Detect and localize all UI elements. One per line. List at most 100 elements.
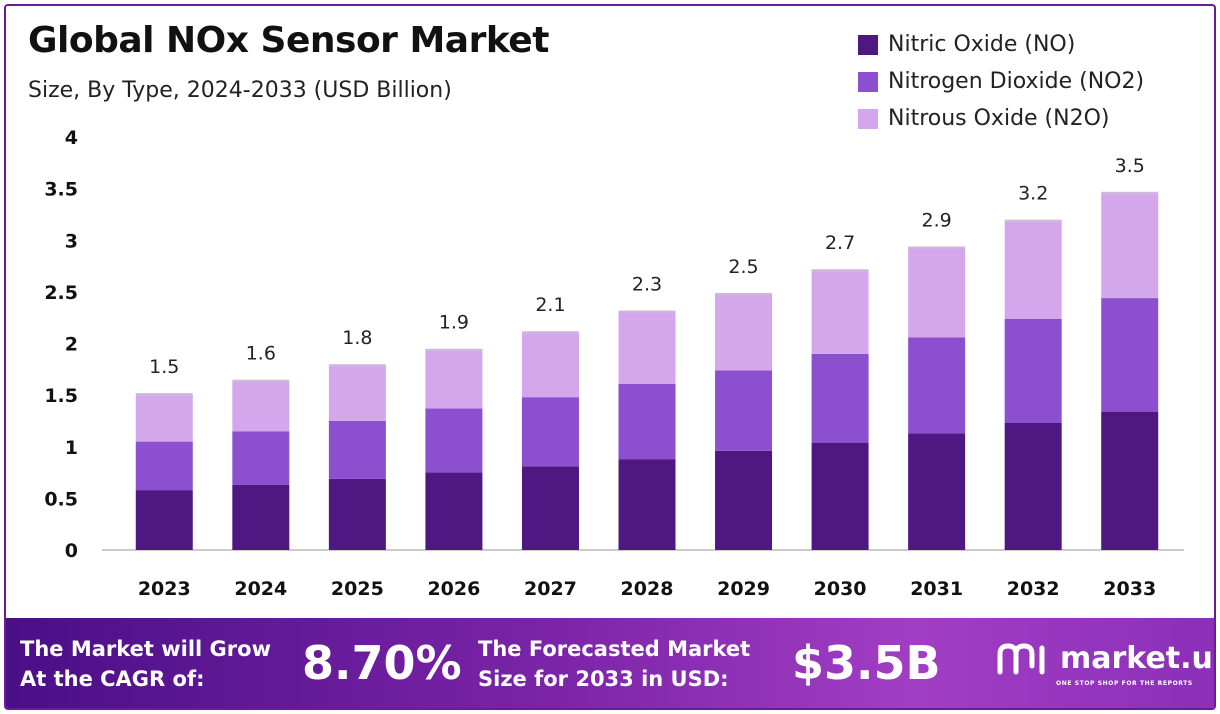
legend-item-no: Nitric Oxide (NO) <box>858 26 1144 63</box>
legend-swatch-n2o <box>858 108 878 129</box>
bar-segment-n2o <box>1004 221 1062 319</box>
bar-segment-no <box>521 466 579 550</box>
x-tick-label: 2030 <box>814 578 867 600</box>
x-tick-label: 2023 <box>138 578 191 600</box>
bar-total-label: 2.1 <box>535 294 565 316</box>
legend-item-no2: Nitrogen Dioxide (NO2) <box>858 63 1144 100</box>
bar-top-edge <box>425 348 483 351</box>
bar-segment-no2 <box>135 441 193 491</box>
legend: Nitric Oxide (NO) Nitrogen Dioxide (NO2)… <box>858 26 1144 137</box>
bar-segment-no <box>232 484 290 550</box>
chart-title: Global NOx Sensor Market <box>28 20 549 61</box>
bar-top-edge <box>1101 191 1159 194</box>
y-tick-label: 1.5 <box>44 385 78 407</box>
bar-total-label: 2.9 <box>922 210 952 232</box>
bar-segment-no <box>908 433 966 550</box>
bar-top-edge <box>811 269 869 272</box>
legend-item-n2o: Nitrous Oxide (N2O) <box>858 100 1144 137</box>
bar-segment-no <box>328 478 386 550</box>
y-tick-label: 3 <box>65 230 78 252</box>
bar-segment-no <box>1004 423 1062 550</box>
y-tick-label: 2.5 <box>44 282 78 304</box>
y-tick-label: 3.5 <box>44 179 78 201</box>
y-tick-label: 0.5 <box>44 488 78 510</box>
bar-segment-no2 <box>618 383 676 460</box>
bar-segment-no <box>135 490 193 550</box>
x-tick-label: 2029 <box>717 578 770 600</box>
bar-segment-no <box>1101 411 1159 550</box>
bar-segment-n2o <box>521 333 579 398</box>
bar-segment-no2 <box>715 370 773 451</box>
bar-segment-no2 <box>425 408 483 473</box>
bar-segment-no2 <box>521 397 579 467</box>
market-us-logo-icon <box>997 643 1045 675</box>
cagr-label: The Market will Grow At the CAGR of: <box>20 634 271 694</box>
bar-segment-n2o <box>1101 193 1159 299</box>
bar-top-edge <box>908 246 966 249</box>
legend-swatch-no <box>858 34 878 55</box>
x-tick-label: 2026 <box>427 578 480 600</box>
bar-segment-no <box>811 442 869 550</box>
bar-segment-n2o <box>811 271 869 354</box>
bar-segment-n2o <box>715 294 773 371</box>
x-tick-label: 2031 <box>910 578 963 600</box>
bar-segment-no <box>425 472 483 550</box>
forecast-value: $3.5B <box>792 636 941 690</box>
bar-segment-n2o <box>135 395 193 442</box>
bar-segment-n2o <box>908 248 966 338</box>
bar-top-edge <box>328 364 386 367</box>
bar-segment-no <box>715 450 773 550</box>
cagr-label-line1: The Market will Grow <box>20 637 271 661</box>
cagr-label-line2: At the CAGR of: <box>20 667 205 691</box>
forecast-label: The Forecasted Market Size for 2033 in U… <box>478 634 750 694</box>
bar-segment-no2 <box>232 431 290 485</box>
bar-total-label: 1.6 <box>246 343 276 365</box>
x-tick-label: 2032 <box>1007 578 1060 600</box>
bar-total-label: 1.9 <box>439 312 469 334</box>
bar-total-label: 2.7 <box>825 232 855 254</box>
bar-total-label: 2.5 <box>728 256 758 278</box>
forecast-label-line1: The Forecasted Market <box>478 637 751 661</box>
bar-segment-no2 <box>811 353 869 443</box>
bar-total-label: 2.3 <box>632 274 662 296</box>
bar-total-label: 3.2 <box>1018 183 1048 205</box>
bar-segment-no2 <box>328 420 386 479</box>
y-tick-label: 2 <box>65 334 78 356</box>
chart-subtitle: Size, By Type, 2024-2033 (USD Billion) <box>28 78 452 103</box>
bar-top-edge <box>135 393 193 396</box>
footer-banner: The Market will Grow At the CAGR of: 8.7… <box>6 618 1216 708</box>
brand-logo[interactable]: market.us <box>996 640 1216 676</box>
bar-total-label: 3.5 <box>1115 155 1145 177</box>
bar-top-edge <box>618 310 676 313</box>
x-tick-label: 2024 <box>234 578 287 600</box>
legend-label-no2: Nitrogen Dioxide (NO2) <box>888 69 1145 94</box>
brand-tagline: ONE STOP SHOP FOR THE REPORTS <box>1056 680 1193 687</box>
forecast-label-line2: Size for 2033 in USD: <box>478 667 729 691</box>
bar-segment-no2 <box>908 337 966 434</box>
stacked-bar-chart: 0 0.5 1 1.5 2 2.5 3 3.5 4 1.5 2023 1.6 2024 1.8 2025 1.… <box>44 127 1184 600</box>
bar-segment-n2o <box>232 381 290 432</box>
legend-swatch-no2 <box>858 71 878 92</box>
bar-segment-no <box>618 459 676 550</box>
bar-top-edge <box>715 292 773 295</box>
bar-top-edge <box>232 379 290 382</box>
bar-segment-n2o <box>618 312 676 384</box>
y-tick-label: 1 <box>65 437 78 459</box>
bar-segment-n2o <box>328 366 386 421</box>
bar-segment-no2 <box>1004 318 1062 424</box>
bar-top-edge <box>1004 219 1062 222</box>
legend-label-n2o: Nitrous Oxide (N2O) <box>888 106 1110 131</box>
cagr-value: 8.70% <box>302 636 462 690</box>
legend-label-no: Nitric Oxide (NO) <box>888 32 1076 57</box>
x-tick-label: 2033 <box>1103 578 1156 600</box>
bar-top-edge <box>521 331 579 334</box>
bar-total-label: 1.8 <box>342 327 372 349</box>
x-tick-label: 2025 <box>331 578 384 600</box>
bar-total-label: 1.5 <box>149 356 179 378</box>
y-tick-label: 0 <box>65 540 78 562</box>
chart-frame: Global NOx Sensor Market Size, By Type, … <box>4 4 1216 710</box>
x-tick-label: 2028 <box>621 578 674 600</box>
bar-segment-no2 <box>1101 298 1159 412</box>
x-tick-label: 2027 <box>524 578 577 600</box>
brand-name: market.us <box>1060 640 1216 676</box>
